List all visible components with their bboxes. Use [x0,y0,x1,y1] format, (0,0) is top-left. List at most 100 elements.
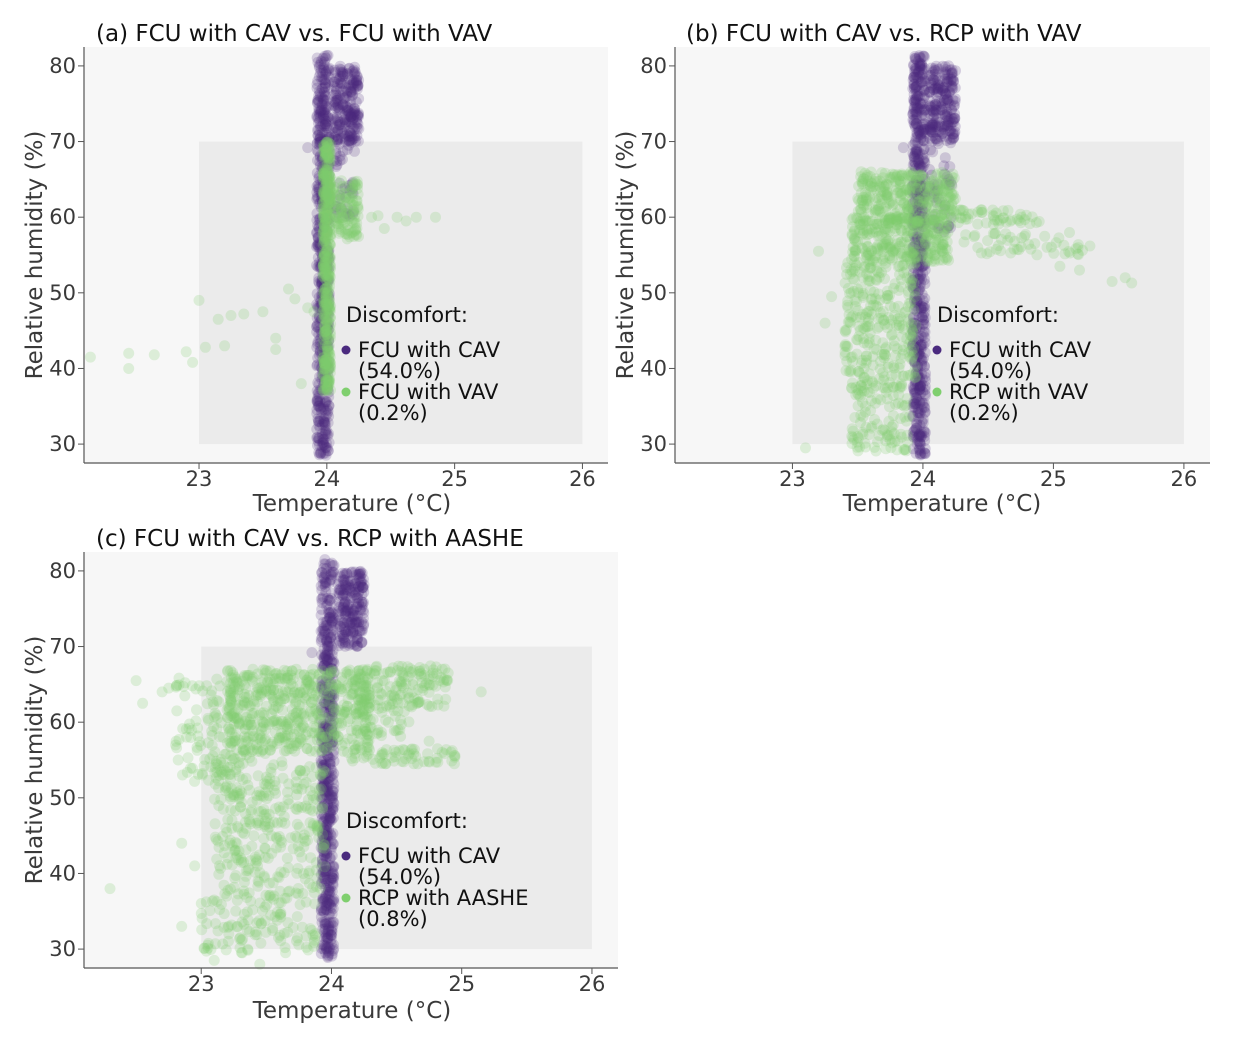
panel-a-series-cav-point [348,77,360,89]
panel-a-series-cav-point [318,293,330,305]
panel-a-series-comparison-point [319,147,331,159]
panel-a-series-cav-point [318,356,330,368]
panel-a-series-comparison-point [317,227,329,239]
panel-a-series-cav-point [316,374,328,386]
panel-a-series-cav-point [313,102,325,114]
panel-a-series-comparison-point [321,178,332,190]
panel-a-series-comparison-point [322,234,334,245]
panel-a-series-comparison-point [323,354,335,366]
panel-b-series-comparison-point [912,169,924,181]
panel-a-series-cav-point [320,67,332,79]
panel-a-series-comparison-point [318,189,330,201]
panel-a-series-comparison-point [321,138,333,150]
panel-a-series-comparison-point [193,294,205,306]
panel-a-series-comparison-point [322,331,334,343]
panel-a-series-cav-point [317,268,329,280]
panel-a-series-comparison-point [318,152,330,164]
panel-a-series-comparison-point [320,297,332,309]
panel-b-series-cav-point [919,302,931,314]
panel-b-y-tick-label: 80 [640,54,667,78]
panel-a-series-comparison-point [318,251,330,262]
panel-a-series-cav-point [319,257,330,269]
panel-a-series-cav-point [328,112,340,124]
panel-a-series-cav-point [331,101,343,113]
panel-a-series-cav-point [352,79,363,91]
panel-a-series-cav-point [347,113,359,125]
panel-b-series-comparison-point [1024,218,1036,230]
panel-a-series-cav-point [318,86,330,98]
panel-a-series-comparison-point [319,256,331,268]
panel-a-series-comparison-point [318,300,330,312]
panel-c-series-comparison-point [336,739,348,751]
panel-c-series-comparison-point [273,672,285,684]
panel-a-series-comparison-point [323,267,335,279]
panel-a-series-cav-point [314,360,326,372]
panel-a-series-comparison-point [324,224,336,236]
panel-a-series-comparison-point [317,296,329,308]
panel-a-series-cav-point [344,184,356,196]
panel-a-series-cav-point [322,300,334,312]
panel-a-series-cav-point [318,222,330,233]
panel-c-series-cav-point [333,584,345,596]
panel-b-series-comparison-point [936,226,948,238]
panel-a-series-cav-point [313,433,325,445]
panel-a-series-cav-point [322,82,334,94]
panel-a-series-cav-point [336,153,348,165]
panel-b-series-cav-point [907,108,919,120]
panel-a-series-comparison-point [320,383,332,395]
panel-a-series-cav-point [337,183,349,195]
panel-a-series-cav-point [311,341,323,353]
panel-a-series-cav-point [335,64,347,76]
panel-a-series-cav-point [321,372,333,384]
panel-a-series-cav-point [322,405,334,417]
panel-a-series-cav-point [322,152,334,164]
panel-a-series-cav-point [315,58,327,70]
panel-a-series-cav-point [314,317,326,329]
panel-a-series-comparison-point [321,225,333,237]
panel-a-series-cav-point [322,368,334,380]
panel-a-series-comparison-point [320,189,332,201]
panel-c-series-comparison-point [325,664,337,676]
panel-a-series-cav-point [323,290,335,302]
panel-a-series-cav-point [349,123,360,135]
panel-a-series-cav-point [337,68,349,80]
panel-a-series-comparison-point [212,313,224,325]
panel-a-series-cav-point [335,202,347,214]
panel-a-series-comparison-point [323,348,335,359]
panel-a-series-cav-point [317,163,329,175]
panel-a-series-cav-point [317,401,329,413]
panel-a-series-cav-point [329,64,341,76]
panel-a-series-cav-point [316,298,328,310]
panel-a-series-comparison-point [320,190,332,202]
panel-a-series-cav-point [330,72,342,84]
panel-a-series-comparison-point [323,376,335,388]
panel-a-series-cav-point [316,164,328,176]
panel-a-series-cav-point [320,184,332,196]
panel-a-series-cav-point [316,197,328,209]
panel-a-series-cav-point [334,190,346,201]
panel-a-series-cav-point [331,155,343,167]
panel-a-series-cav-point [320,348,331,360]
panel-a-series-cav-point [318,439,330,451]
panel-a-series-cav-point [323,62,335,74]
panel-a-series-cav-point [349,103,360,115]
panel-a-series-cav-point [331,83,343,95]
panel-a-series-comparison-point [322,342,333,354]
panel-a-series-cav-point [322,445,334,457]
panel-a-series-cav-point [315,131,326,143]
panel-a-series-cav-point [350,135,362,147]
panel-a-series-cav-point [313,386,325,398]
panel-a-series-cav-point [319,215,330,227]
panel-a-series-cav-point [314,225,326,236]
panel-a-series-cav-point [322,251,333,263]
panel-a-series-comparison-point [320,196,332,208]
panel-a-series-cav-point [323,194,335,206]
panel-a-series-cav-point [316,289,327,301]
panel-a-series-comparison-point [319,283,331,295]
panel-a-series-cav-point [315,190,327,202]
panel-a-series-cav-point [320,175,331,187]
panel-a-series-cav-point [318,433,330,445]
panel-a-series-comparison-point [257,306,269,318]
panel-a-series-cav-point [314,67,326,79]
panel-b-series-comparison-point [857,192,869,203]
